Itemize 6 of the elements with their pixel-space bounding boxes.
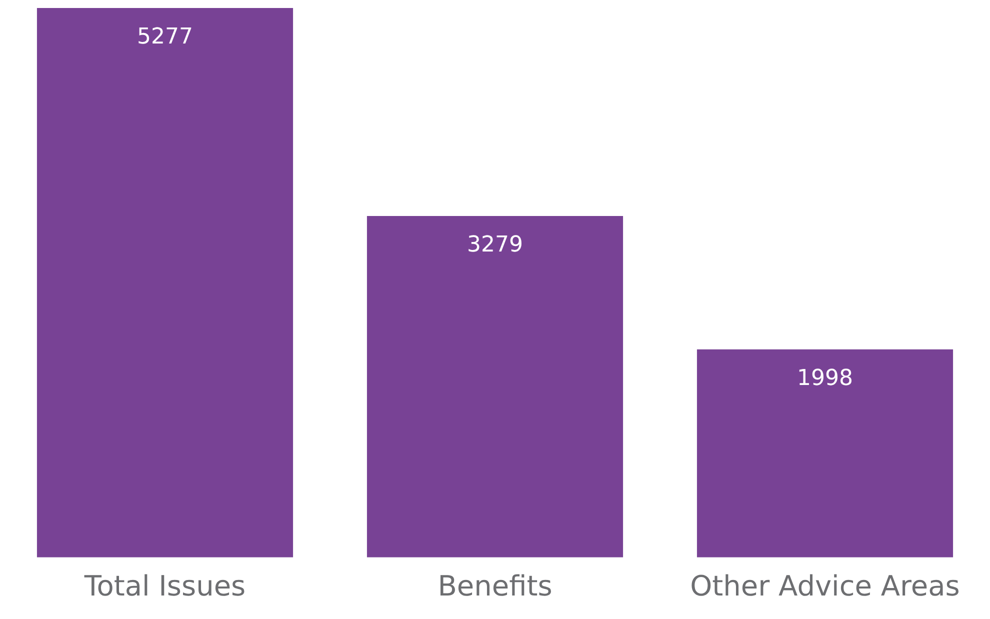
x-tick-label: Total Issues [83,569,246,602]
x-tick-label: Other Advice Areas [690,569,960,602]
data-label: 3279 [467,232,523,258]
data-label: 1998 [797,366,853,392]
data-label: 5277 [137,24,193,50]
x-tick-label: Benefits [438,569,552,602]
